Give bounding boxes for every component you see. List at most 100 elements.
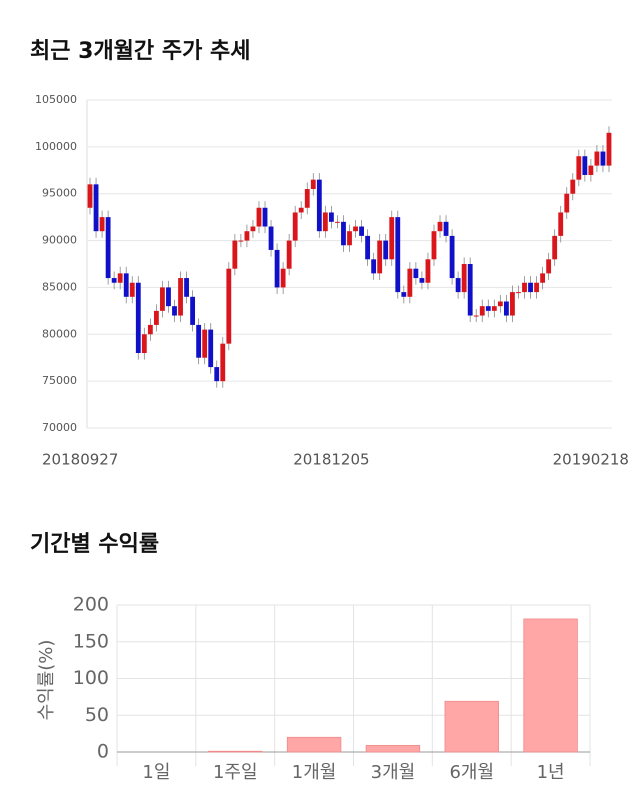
y-tick-label: 85000 bbox=[42, 280, 77, 293]
candle-body bbox=[552, 235, 558, 260]
candle-body bbox=[268, 226, 274, 250]
candle-body bbox=[431, 231, 437, 260]
y-tick-label: 95000 bbox=[42, 187, 77, 200]
candle-body bbox=[147, 324, 153, 335]
y-tick-label: 70000 bbox=[42, 421, 77, 434]
x-tick-label: 1일 bbox=[142, 762, 170, 783]
candle-body bbox=[292, 212, 298, 241]
candle-body bbox=[347, 231, 352, 246]
x-tick-label: 1년 bbox=[537, 762, 565, 783]
candle-body bbox=[232, 240, 238, 269]
candle-body bbox=[497, 301, 503, 307]
bar bbox=[523, 618, 578, 753]
candle-body bbox=[316, 179, 322, 232]
candle-body bbox=[473, 315, 479, 317]
candle-body bbox=[425, 259, 431, 283]
y-tick-label: 105000 bbox=[35, 93, 77, 106]
x-tick-label: 1개월 bbox=[292, 762, 337, 783]
candle-body bbox=[328, 212, 334, 222]
x-tick-label: 3개월 bbox=[371, 762, 416, 783]
candle-body bbox=[99, 217, 105, 232]
candle-body bbox=[153, 310, 159, 325]
candle-body bbox=[250, 226, 256, 232]
candle-body bbox=[576, 156, 582, 180]
candle-body bbox=[413, 268, 419, 279]
candle-body bbox=[443, 221, 449, 236]
candle-body bbox=[123, 273, 129, 297]
candle-body bbox=[117, 273, 123, 283]
candle-body bbox=[528, 282, 533, 293]
candle-body bbox=[341, 221, 346, 246]
candle-body bbox=[491, 306, 497, 311]
chart-title: 기간별 수익률 bbox=[30, 532, 159, 557]
candle-body bbox=[503, 301, 509, 316]
x-tick-label: 6개월 bbox=[449, 762, 494, 783]
candle-body bbox=[365, 235, 371, 260]
candle-body bbox=[244, 231, 250, 241]
y-tick-label: 100 bbox=[73, 667, 109, 689]
candle-body bbox=[190, 296, 196, 325]
candle-body bbox=[600, 151, 606, 166]
candle-body bbox=[322, 212, 328, 232]
y-axis-label: 수익률(%) bbox=[36, 640, 57, 721]
candle-body bbox=[467, 264, 473, 316]
candle-body bbox=[395, 217, 401, 293]
y-tick-label: 75000 bbox=[42, 374, 77, 387]
candle-body bbox=[310, 179, 316, 190]
y-tick-label: 100000 bbox=[35, 140, 77, 153]
x-tick-label: 20181205 bbox=[293, 451, 369, 469]
x-tick-label: 20190218 bbox=[553, 451, 629, 469]
candle-body bbox=[166, 287, 171, 307]
candle-body bbox=[401, 292, 407, 297]
bar bbox=[365, 744, 421, 753]
candle-body bbox=[238, 240, 244, 242]
y-tick-label: 200 bbox=[73, 594, 109, 616]
candle-body bbox=[588, 165, 594, 175]
candle-body bbox=[594, 151, 600, 166]
candle-body bbox=[220, 343, 226, 382]
candle-body bbox=[389, 217, 395, 260]
candle-body bbox=[226, 268, 232, 344]
y-tick-label: 150 bbox=[73, 630, 109, 652]
candle-body bbox=[371, 259, 377, 274]
bar bbox=[286, 736, 342, 753]
candle-body bbox=[141, 334, 147, 354]
candle-body bbox=[274, 249, 280, 288]
candle-body bbox=[485, 306, 491, 311]
candle-body bbox=[196, 324, 202, 358]
candle-body bbox=[208, 329, 214, 368]
candle-body bbox=[335, 221, 340, 223]
candle-body bbox=[304, 189, 310, 208]
candle-body bbox=[129, 282, 135, 297]
candle-body bbox=[461, 264, 467, 293]
candle-body bbox=[184, 278, 189, 297]
candle-body bbox=[582, 156, 588, 175]
candle-body bbox=[510, 292, 515, 316]
candle-body bbox=[93, 184, 99, 232]
y-tick-label: 0 bbox=[97, 741, 109, 763]
candle-body bbox=[540, 273, 546, 283]
candle-body bbox=[286, 240, 292, 269]
candle-body bbox=[546, 259, 552, 274]
candle-body bbox=[570, 179, 576, 194]
candle-body bbox=[558, 212, 564, 236]
candle-body bbox=[202, 329, 208, 358]
candle-body bbox=[256, 207, 262, 227]
candle-body bbox=[377, 240, 383, 274]
candle-body bbox=[606, 132, 612, 166]
candle-body bbox=[437, 221, 443, 232]
y-tick-label: 90000 bbox=[42, 234, 77, 247]
candle-body bbox=[522, 282, 527, 293]
candle-body bbox=[419, 278, 425, 283]
chart-title: 최근 3개월간 주가 추세 bbox=[30, 39, 250, 64]
candle-body bbox=[455, 278, 461, 293]
x-tick-label: 1주일 bbox=[213, 762, 258, 783]
bar bbox=[208, 750, 263, 753]
bar bbox=[444, 700, 499, 753]
candle-body bbox=[359, 226, 364, 236]
candle-body bbox=[479, 306, 485, 316]
candle-body bbox=[111, 278, 117, 283]
candle-body bbox=[214, 367, 220, 382]
candle-body bbox=[564, 193, 570, 213]
